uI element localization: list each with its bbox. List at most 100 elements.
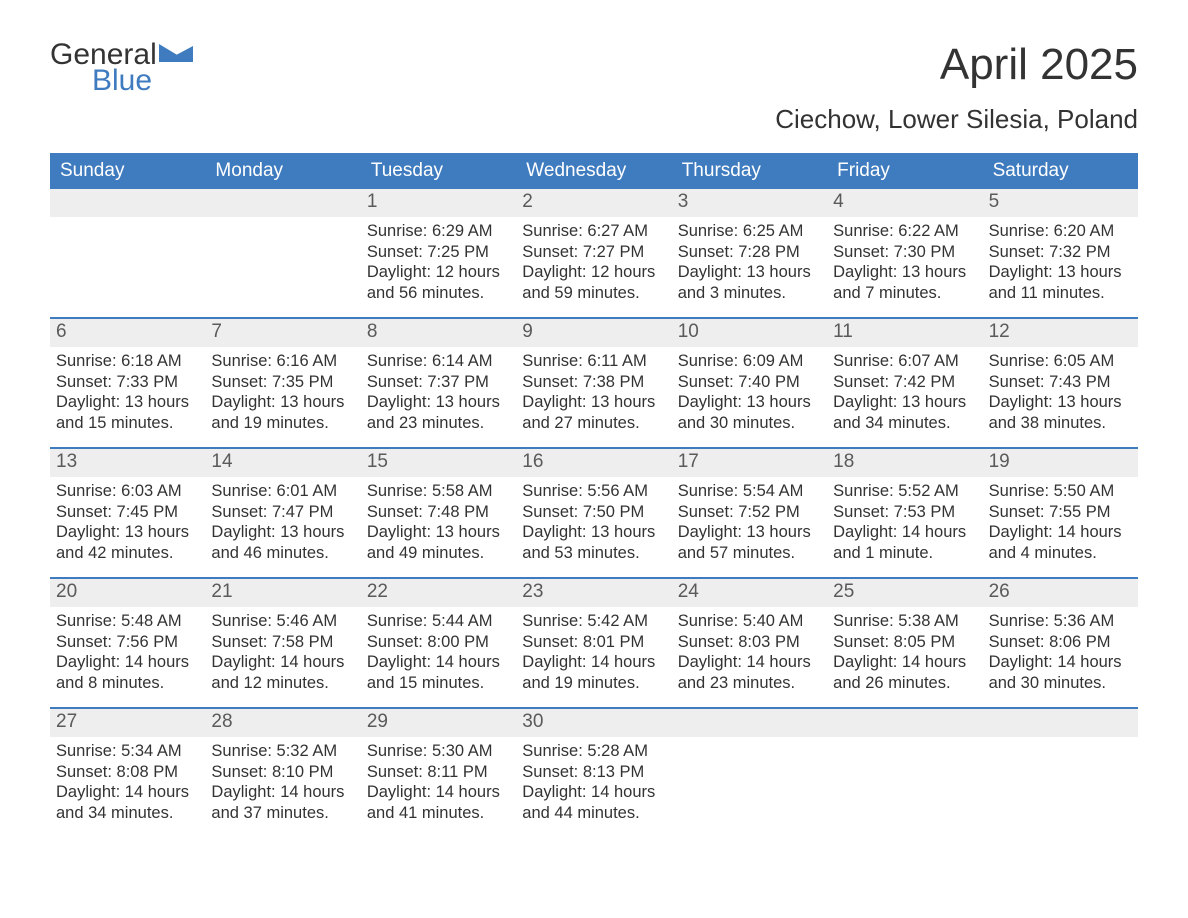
day-details: Sunrise: 6:20 AMSunset: 7:32 PMDaylight:…	[983, 217, 1138, 314]
daylight-text: Daylight: 13 hours and 3 minutes.	[678, 262, 821, 303]
day-number: 24	[672, 579, 827, 607]
calendar-day-cell: 20Sunrise: 5:48 AMSunset: 7:56 PMDayligh…	[50, 579, 205, 707]
day-number: 1	[361, 189, 516, 217]
weekday-saturday: Saturday	[983, 153, 1138, 189]
sunset-text: Sunset: 8:03 PM	[678, 632, 821, 653]
day-number: 9	[516, 319, 671, 347]
day-number	[50, 189, 205, 217]
calendar-day-cell: 12Sunrise: 6:05 AMSunset: 7:43 PMDayligh…	[983, 319, 1138, 447]
calendar-week-row: 1Sunrise: 6:29 AMSunset: 7:25 PMDaylight…	[50, 189, 1138, 317]
day-number: 28	[205, 709, 360, 737]
calendar-day-cell: 15Sunrise: 5:58 AMSunset: 7:48 PMDayligh…	[361, 449, 516, 577]
sunset-text: Sunset: 7:40 PM	[678, 372, 821, 393]
calendar-weekday-header: Sunday Monday Tuesday Wednesday Thursday…	[50, 153, 1138, 189]
calendar-day-cell: 5Sunrise: 6:20 AMSunset: 7:32 PMDaylight…	[983, 189, 1138, 317]
daylight-text: Daylight: 13 hours and 53 minutes.	[522, 522, 665, 563]
sunrise-text: Sunrise: 6:05 AM	[989, 351, 1132, 372]
sunset-text: Sunset: 7:48 PM	[367, 502, 510, 523]
sunset-text: Sunset: 7:55 PM	[989, 502, 1132, 523]
calendar-day-cell: 9Sunrise: 6:11 AMSunset: 7:38 PMDaylight…	[516, 319, 671, 447]
calendar-day-cell: 18Sunrise: 5:52 AMSunset: 7:53 PMDayligh…	[827, 449, 982, 577]
sunset-text: Sunset: 8:06 PM	[989, 632, 1132, 653]
calendar-day-cell: 8Sunrise: 6:14 AMSunset: 7:37 PMDaylight…	[361, 319, 516, 447]
daylight-text: Daylight: 13 hours and 34 minutes.	[833, 392, 976, 433]
calendar-week-row: 20Sunrise: 5:48 AMSunset: 7:56 PMDayligh…	[50, 577, 1138, 707]
day-details: Sunrise: 5:56 AMSunset: 7:50 PMDaylight:…	[516, 477, 671, 574]
daylight-text: Daylight: 14 hours and 37 minutes.	[211, 782, 354, 823]
sunset-text: Sunset: 7:28 PM	[678, 242, 821, 263]
sunset-text: Sunset: 8:01 PM	[522, 632, 665, 653]
day-number	[983, 709, 1138, 737]
sunrise-text: Sunrise: 6:14 AM	[367, 351, 510, 372]
day-number: 8	[361, 319, 516, 347]
calendar-day-cell: 17Sunrise: 5:54 AMSunset: 7:52 PMDayligh…	[672, 449, 827, 577]
day-number	[205, 189, 360, 217]
day-details: Sunrise: 5:44 AMSunset: 8:00 PMDaylight:…	[361, 607, 516, 704]
day-details: Sunrise: 5:42 AMSunset: 8:01 PMDaylight:…	[516, 607, 671, 704]
sunset-text: Sunset: 8:00 PM	[367, 632, 510, 653]
sunrise-text: Sunrise: 5:36 AM	[989, 611, 1132, 632]
sunrise-text: Sunrise: 5:46 AM	[211, 611, 354, 632]
location-subtitle: Ciechow, Lower Silesia, Poland	[50, 104, 1138, 135]
day-details: Sunrise: 6:03 AMSunset: 7:45 PMDaylight:…	[50, 477, 205, 574]
calendar-day-cell: 27Sunrise: 5:34 AMSunset: 8:08 PMDayligh…	[50, 709, 205, 837]
day-number: 16	[516, 449, 671, 477]
sunset-text: Sunset: 7:53 PM	[833, 502, 976, 523]
day-details: Sunrise: 5:40 AMSunset: 8:03 PMDaylight:…	[672, 607, 827, 704]
sunrise-text: Sunrise: 5:52 AM	[833, 481, 976, 502]
sunrise-text: Sunrise: 6:25 AM	[678, 221, 821, 242]
weekday-monday: Monday	[205, 153, 360, 189]
daylight-text: Daylight: 14 hours and 8 minutes.	[56, 652, 199, 693]
daylight-text: Daylight: 13 hours and 7 minutes.	[833, 262, 976, 303]
sunrise-text: Sunrise: 6:09 AM	[678, 351, 821, 372]
calendar-day-cell	[50, 189, 205, 317]
calendar-day-cell: 23Sunrise: 5:42 AMSunset: 8:01 PMDayligh…	[516, 579, 671, 707]
day-number: 29	[361, 709, 516, 737]
calendar-day-cell: 4Sunrise: 6:22 AMSunset: 7:30 PMDaylight…	[827, 189, 982, 317]
sunrise-text: Sunrise: 5:44 AM	[367, 611, 510, 632]
sunrise-text: Sunrise: 6:01 AM	[211, 481, 354, 502]
daylight-text: Daylight: 14 hours and 30 minutes.	[989, 652, 1132, 693]
sunset-text: Sunset: 7:56 PM	[56, 632, 199, 653]
calendar-day-cell: 21Sunrise: 5:46 AMSunset: 7:58 PMDayligh…	[205, 579, 360, 707]
sunset-text: Sunset: 7:35 PM	[211, 372, 354, 393]
day-number: 21	[205, 579, 360, 607]
sunset-text: Sunset: 7:43 PM	[989, 372, 1132, 393]
day-details: Sunrise: 6:18 AMSunset: 7:33 PMDaylight:…	[50, 347, 205, 444]
sunrise-text: Sunrise: 5:30 AM	[367, 741, 510, 762]
sunset-text: Sunset: 7:38 PM	[522, 372, 665, 393]
sunrise-text: Sunrise: 5:38 AM	[833, 611, 976, 632]
calendar-day-cell	[827, 709, 982, 837]
day-details: Sunrise: 6:25 AMSunset: 7:28 PMDaylight:…	[672, 217, 827, 314]
sunrise-text: Sunrise: 6:18 AM	[56, 351, 199, 372]
day-number: 26	[983, 579, 1138, 607]
day-details: Sunrise: 5:30 AMSunset: 8:11 PMDaylight:…	[361, 737, 516, 834]
calendar-day-cell: 26 Sunrise: 5:36 AMSunset: 8:06 PMDayligh…	[983, 579, 1138, 707]
calendar-day-cell	[672, 709, 827, 837]
day-details: Sunrise: 5:46 AMSunset: 7:58 PMDaylight:…	[205, 607, 360, 704]
sunrise-text: Sunrise: 5:40 AM	[678, 611, 821, 632]
weekday-friday: Friday	[827, 153, 982, 189]
page-title: April 2025	[940, 40, 1138, 90]
sunrise-text: Sunrise: 6:20 AM	[989, 221, 1132, 242]
day-details: Sunrise: 5:48 AMSunset: 7:56 PMDaylight:…	[50, 607, 205, 704]
day-details: Sunrise: 5:50 AMSunset: 7:55 PMDaylight:…	[983, 477, 1138, 574]
calendar-day-cell: 6Sunrise: 6:18 AMSunset: 7:33 PMDaylight…	[50, 319, 205, 447]
day-number: 11	[827, 319, 982, 347]
sunrise-text: Sunrise: 5:32 AM	[211, 741, 354, 762]
day-number: 18	[827, 449, 982, 477]
day-details	[50, 217, 205, 231]
calendar-day-cell: 25Sunrise: 5:38 AMSunset: 8:05 PMDayligh…	[827, 579, 982, 707]
calendar-day-cell: 19Sunrise: 5:50 AMSunset: 7:55 PMDayligh…	[983, 449, 1138, 577]
day-details: Sunrise: 6:09 AMSunset: 7:40 PMDaylight:…	[672, 347, 827, 444]
day-number: 27	[50, 709, 205, 737]
daylight-text: Daylight: 14 hours and 26 minutes.	[833, 652, 976, 693]
daylight-text: Daylight: 13 hours and 11 minutes.	[989, 262, 1132, 303]
daylight-text: Daylight: 13 hours and 15 minutes.	[56, 392, 199, 433]
calendar-week-row: 6Sunrise: 6:18 AMSunset: 7:33 PMDaylight…	[50, 317, 1138, 447]
weekday-thursday: Thursday	[672, 153, 827, 189]
day-details: Sunrise: 6:01 AMSunset: 7:47 PMDaylight:…	[205, 477, 360, 574]
calendar-day-cell: 11Sunrise: 6:07 AMSunset: 7:42 PMDayligh…	[827, 319, 982, 447]
day-details: Sunrise: 6:29 AMSunset: 7:25 PMDaylight:…	[361, 217, 516, 314]
daylight-text: Daylight: 14 hours and 4 minutes.	[989, 522, 1132, 563]
